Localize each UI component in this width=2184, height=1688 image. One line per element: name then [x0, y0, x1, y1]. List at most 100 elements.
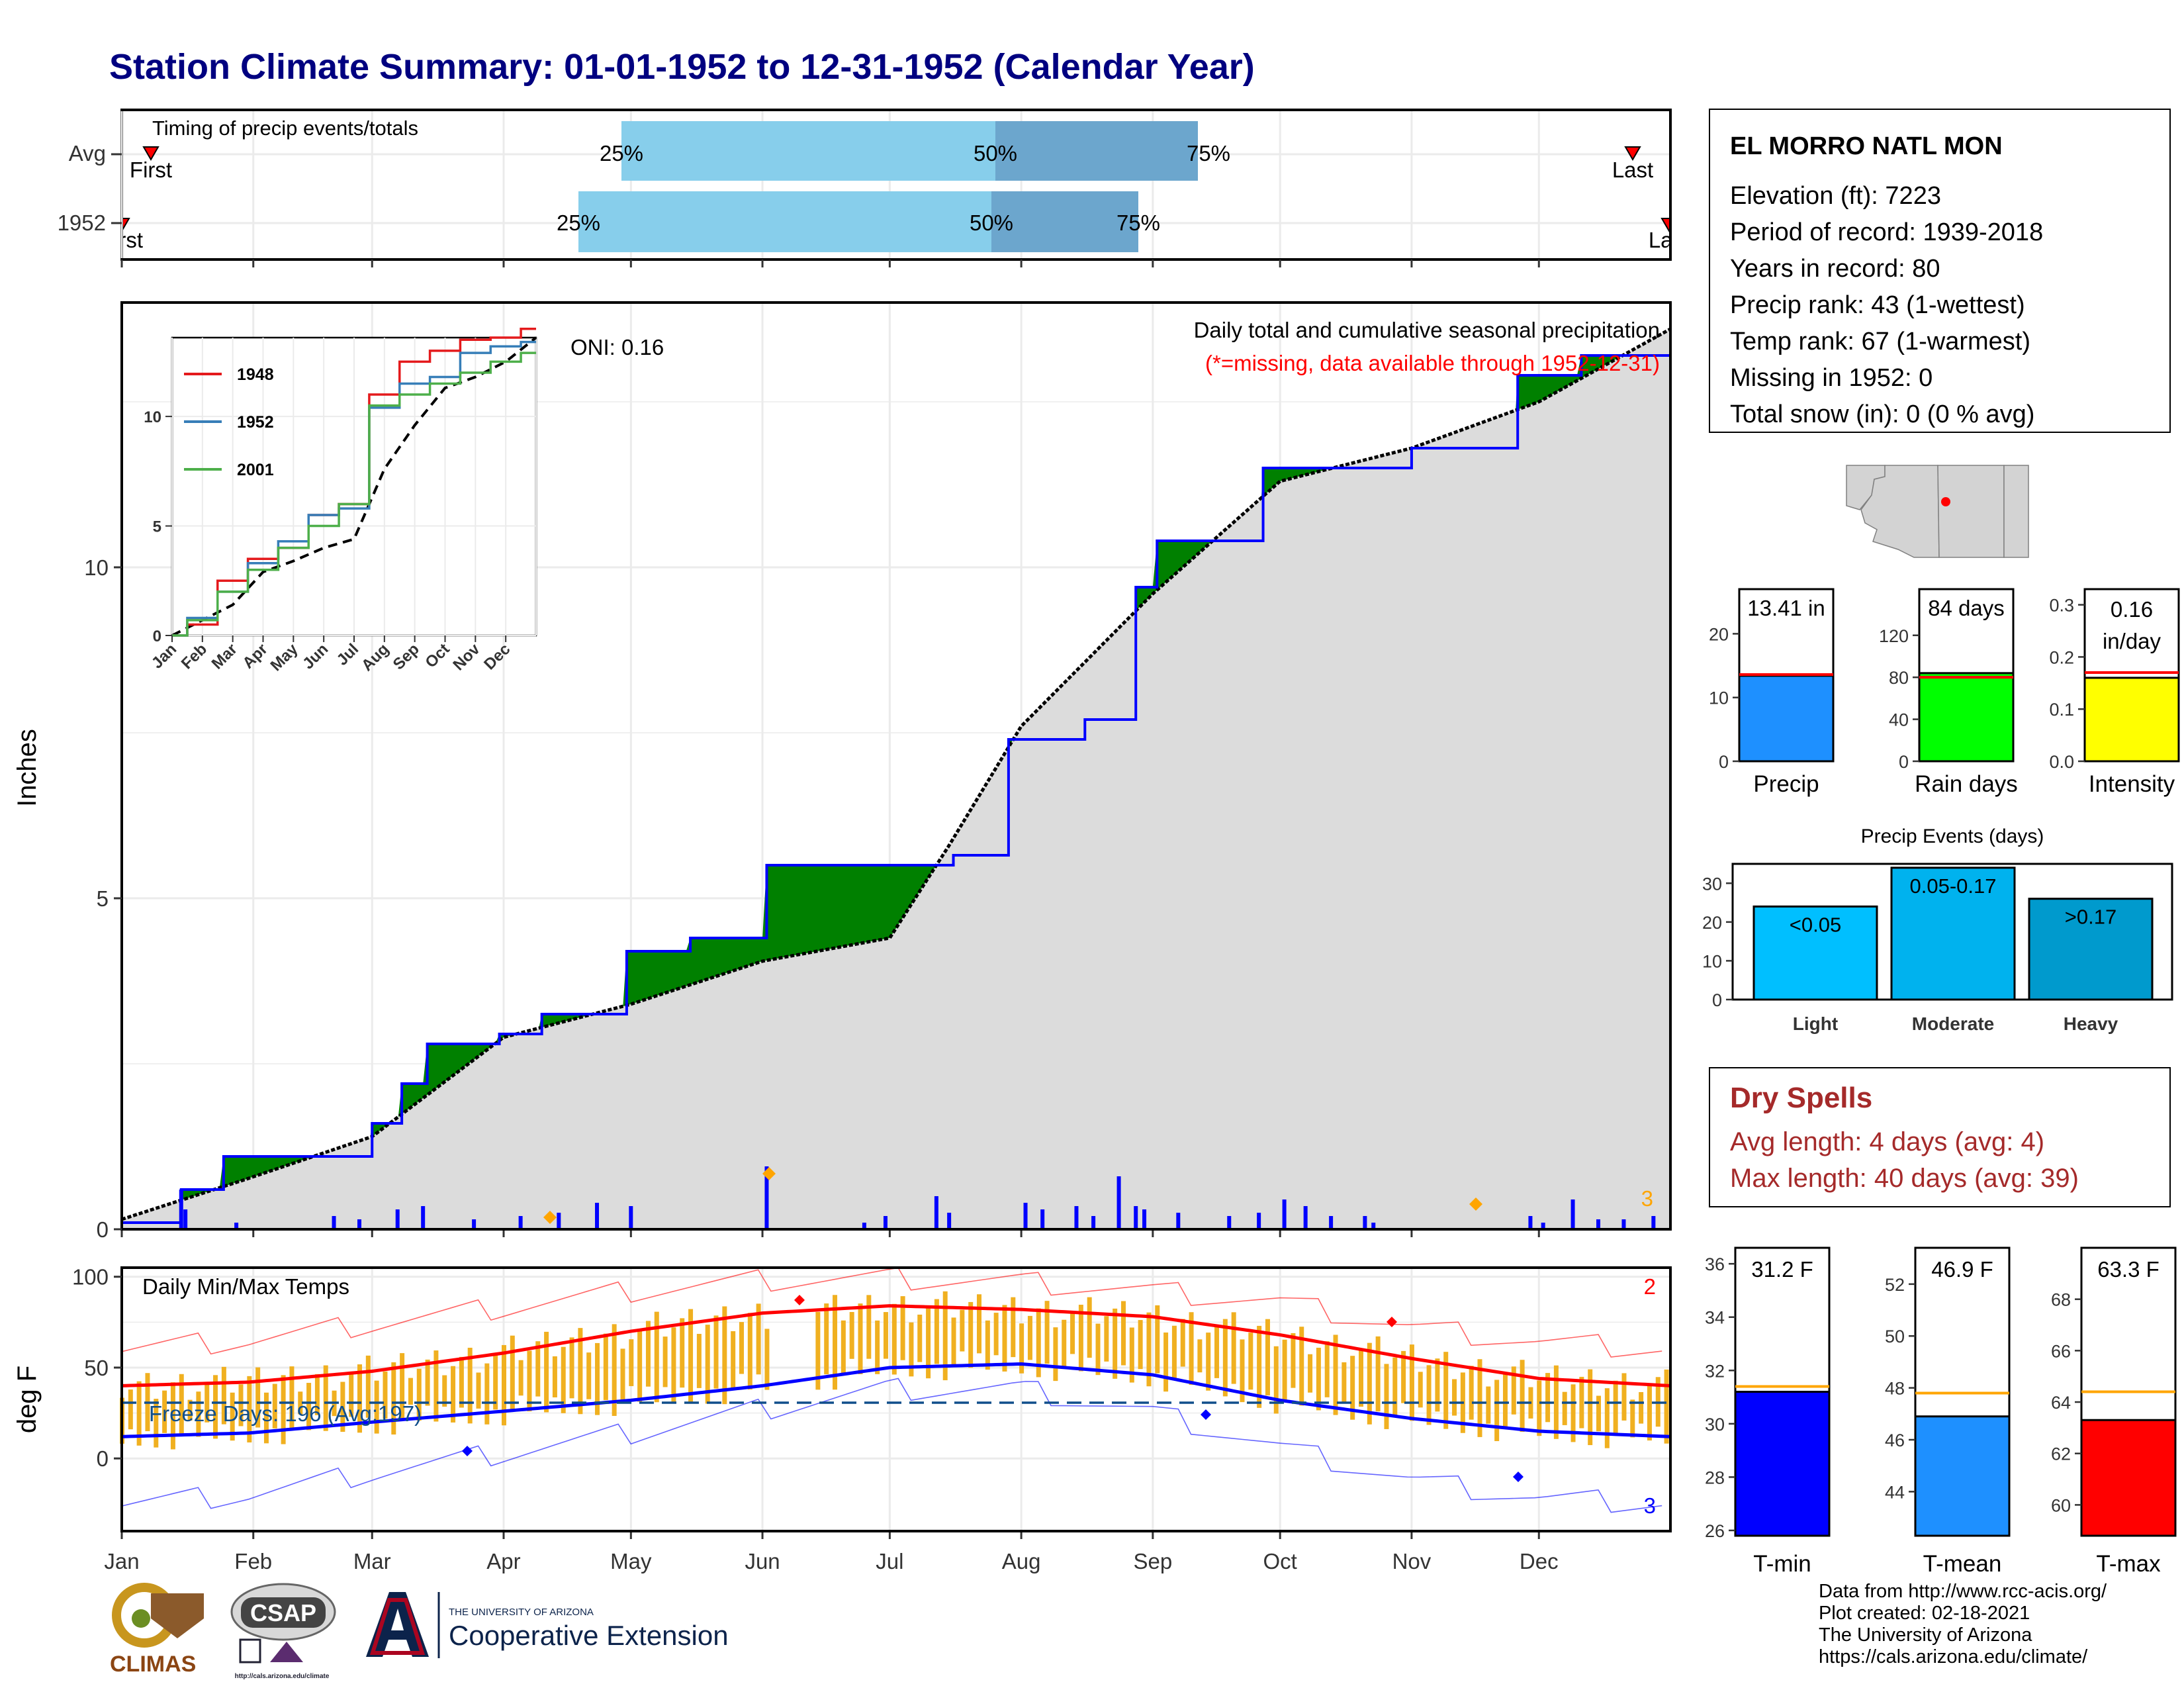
- freeze-days: Freeze Days: 196 (Avg:197): [149, 1401, 422, 1426]
- month-label: Oct: [1263, 1549, 1297, 1573]
- daily-temp-bar: [764, 1329, 770, 1390]
- inset-legend-label: 1952: [237, 413, 274, 432]
- daily-temp-bar: [883, 1312, 888, 1359]
- summary-value-unit: in/day: [2103, 629, 2161, 653]
- temp-summary-y-tick-label: 28: [1705, 1468, 1725, 1487]
- temp-summary-y-tick-label: 50: [1885, 1327, 1905, 1346]
- daily-temp-bar: [960, 1309, 965, 1352]
- daily-temp-bar: [926, 1307, 931, 1379]
- daily-temp-bar: [425, 1359, 430, 1406]
- month-label: Aug: [1002, 1549, 1041, 1573]
- timing-1952-first-marker: [123, 218, 130, 230]
- daily-temp-bar: [1308, 1354, 1313, 1393]
- daily-temp-bar: [128, 1389, 133, 1430]
- average-max-line: [121, 1304, 1671, 1387]
- daily-precip-bar: [1142, 1209, 1147, 1229]
- events-category: Heavy: [2064, 1013, 2118, 1034]
- record-min-line: [121, 1378, 1662, 1513]
- temp-summary-bar: [1734, 1391, 1831, 1537]
- timing-avg-first: First: [130, 158, 172, 182]
- dry-spells-box: Dry Spells Avg length: 4 days (avg: 4) M…: [1709, 1067, 2171, 1207]
- daily-temp-bar: [1537, 1380, 1542, 1436]
- summary-y-tick-label: 0.1: [2049, 700, 2074, 720]
- temp-summary-label: T-mean: [1923, 1551, 2002, 1577]
- daily-temp-bar: [1316, 1347, 1321, 1411]
- daily-temp-bar: [1019, 1323, 1024, 1374]
- daily-precip-bar: [1023, 1203, 1028, 1229]
- daily-temp-bar: [221, 1366, 226, 1425]
- daily-temp-bar: [255, 1367, 261, 1428]
- daily-precip-bar: [357, 1219, 362, 1229]
- dry-spells-avg: Avg length: 4 days (avg: 4): [1730, 1127, 2045, 1156]
- station-elevation: Elevation (ft): 7223: [1730, 182, 1941, 210]
- daily-precip-bar: [764, 1166, 769, 1229]
- daily-temp-bar: [1095, 1323, 1101, 1376]
- month-label: May: [610, 1549, 652, 1573]
- daily-temp-bar: [1214, 1325, 1220, 1378]
- daily-precip-bar: [183, 1209, 188, 1229]
- temp-summary-bar: [2080, 1419, 2177, 1537]
- daily-temp-bar: [281, 1375, 286, 1444]
- events-bar-range: 0.05-0.17: [1910, 874, 1997, 898]
- daily-temp-bar: [1562, 1391, 1567, 1425]
- timing-avg-q50: 50%: [974, 141, 1017, 165]
- daily-temp-bar: [1553, 1365, 1559, 1439]
- daily-precip-bar: [557, 1213, 561, 1229]
- timing-avg-first-marker: [142, 146, 159, 161]
- daily-temp-bar: [662, 1336, 668, 1387]
- precip-extreme-marker-3: [1469, 1197, 1482, 1211]
- station-period: Period of record: 1939-2018: [1730, 218, 2044, 246]
- daily-temp-bar: [1409, 1344, 1414, 1421]
- daily-temp-bar: [1401, 1350, 1406, 1403]
- daily-temp-bar: [527, 1350, 532, 1412]
- daily-temp-bar: [213, 1375, 218, 1439]
- daily-temp-bar: [1452, 1379, 1457, 1416]
- logos: CLIMAS CSAP http://cals.arizona.edu/clim…: [110, 1583, 729, 1680]
- page-title: Station Climate Summary: 01-01-1952 to 1…: [109, 47, 1255, 87]
- temp-summary-label: T-min: [1753, 1551, 1811, 1577]
- daily-precip-bar: [1040, 1209, 1045, 1229]
- daily-temp-bar: [535, 1341, 541, 1397]
- temp-y-tick-label: 0: [97, 1446, 109, 1471]
- daily-temp-bar: [612, 1324, 617, 1416]
- daily-temp-bar: [476, 1372, 481, 1409]
- month-label: Apr: [486, 1549, 520, 1573]
- daily-temp-bar: [1036, 1308, 1041, 1378]
- daily-precip-bar: [1257, 1213, 1261, 1229]
- csap-logo[interactable]: CSAP http://cals.arizona.edu/climate: [230, 1583, 336, 1680]
- daily-temp-bar: [713, 1315, 719, 1389]
- daily-temp-bar: [374, 1380, 379, 1434]
- timing-avg-bar-dark: [995, 121, 1198, 181]
- daily-precip-bar: [395, 1209, 400, 1229]
- daily-temp-bar: [1070, 1312, 1075, 1354]
- daily-temp-bar: [238, 1384, 244, 1427]
- daily-temp-bar: [866, 1295, 872, 1359]
- daily-temp-bar: [1257, 1325, 1262, 1408]
- daily-temp-bar: [416, 1368, 422, 1421]
- daily-temp-bar: [1087, 1297, 1092, 1358]
- temp-summary-value: 63.3 F: [2097, 1257, 2160, 1282]
- summary-y-tick-label: 80: [1889, 668, 1909, 688]
- summary-y-tick-label: 40: [1889, 710, 1909, 730]
- ua-logo[interactable]: THE UNIVERSITY OF ARIZONA Cooperative Ex…: [366, 1592, 729, 1658]
- precip-extreme-marker-2: [543, 1211, 557, 1224]
- temp-record-high-marker-2: [1387, 1317, 1397, 1327]
- daily-precip-bar: [1363, 1216, 1367, 1229]
- daily-temp-bar: [136, 1381, 142, 1446]
- summary-bar-label: Intensity: [2089, 771, 2175, 797]
- daily-temp-bar: [484, 1363, 490, 1425]
- daily-temp-bar: [154, 1399, 159, 1448]
- summary-y-tick-label: 120: [1879, 626, 1909, 646]
- summary-y-tick-label: 0: [1899, 752, 1909, 772]
- month-label: Dec: [1520, 1549, 1559, 1573]
- daily-temp-bar: [620, 1348, 625, 1401]
- month-label: Jan: [104, 1549, 139, 1573]
- temp-summary-y-tick-label: 48: [1885, 1379, 1905, 1399]
- climas-logo[interactable]: CLIMAS: [110, 1583, 204, 1677]
- daily-temp-bar: [561, 1346, 566, 1413]
- daily-temp-bar: [841, 1320, 846, 1375]
- daily-temp-bar: [544, 1331, 549, 1413]
- station-missing: Missing in 1952: 0: [1730, 364, 1933, 392]
- daily-precip-bar: [1371, 1223, 1376, 1229]
- footer-line-1: Data from http://www.rcc-acis.org/: [1819, 1581, 2107, 1602]
